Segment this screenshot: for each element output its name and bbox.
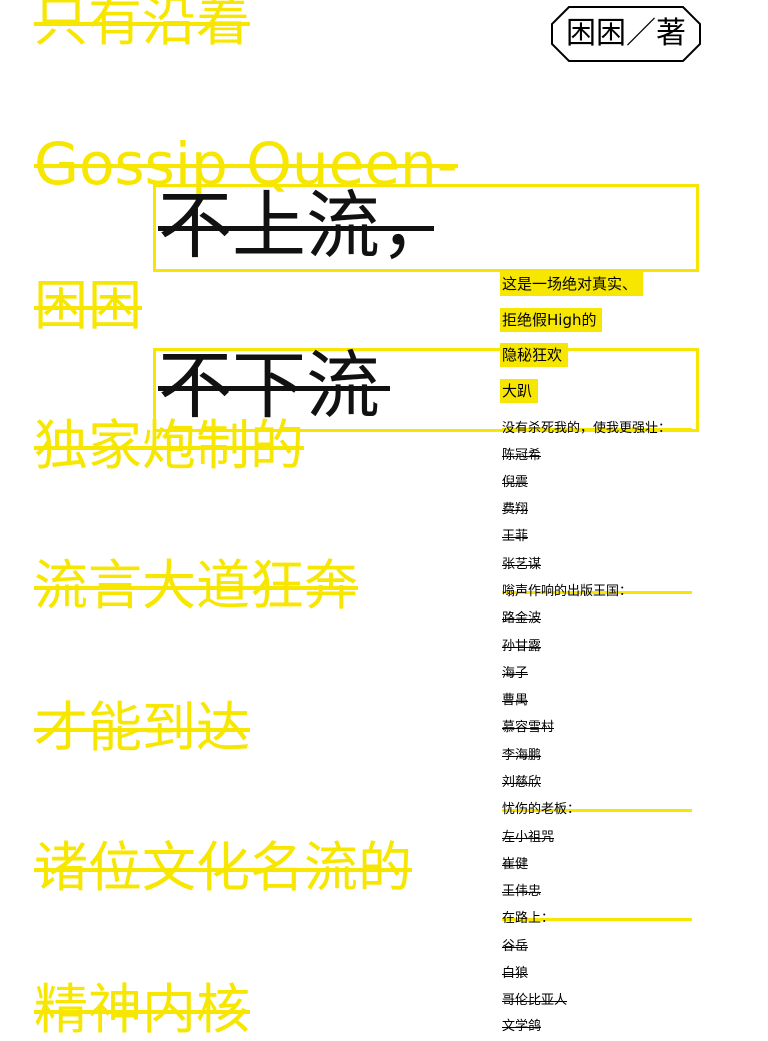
strike-line bbox=[502, 947, 529, 948]
name-text: 白狼 bbox=[502, 966, 529, 981]
phrase-text: 诸位文化名流的 bbox=[34, 836, 412, 899]
name-text: 张艺谋 bbox=[502, 557, 542, 572]
phrase-text: 独家炮制的 bbox=[34, 414, 304, 477]
name-text: 李海鹏 bbox=[502, 748, 542, 763]
strike-line bbox=[34, 586, 358, 590]
strike-line bbox=[502, 783, 542, 784]
strike-line bbox=[502, 647, 542, 648]
strike-line bbox=[34, 868, 412, 872]
strike-line bbox=[502, 1027, 542, 1028]
name-item: 张艺谋 bbox=[502, 556, 542, 574]
section-heading: 嗡声作响的出版王国： bbox=[502, 583, 692, 601]
name-text: 崔健 bbox=[502, 857, 529, 872]
title-frame-bottom bbox=[153, 348, 699, 432]
name-text: 谷岳 bbox=[502, 939, 529, 954]
strike-line bbox=[502, 537, 529, 538]
strike-line bbox=[502, 756, 542, 757]
name-item: 白狼 bbox=[502, 965, 529, 983]
phrase-1: 只有沿着 bbox=[34, 0, 250, 52]
section-heading: 忧伤的老板： bbox=[502, 801, 692, 819]
strike-line bbox=[502, 1001, 568, 1002]
strike-line bbox=[502, 892, 542, 893]
phrase-6: 才能到达 bbox=[34, 698, 250, 758]
name-item: 海子 bbox=[502, 665, 529, 683]
title-line-1: 不上流， bbox=[158, 186, 454, 266]
phrase-text: 困困 bbox=[34, 274, 142, 337]
strike-line bbox=[502, 838, 555, 839]
name-text: 路金波 bbox=[502, 611, 542, 626]
tagline-line-3: 隐秘狂欢 bbox=[500, 343, 569, 367]
name-text: 哥伦比亚人 bbox=[502, 993, 568, 1008]
name-text: 慕容雪村 bbox=[502, 720, 555, 735]
phrase-text: 才能到达 bbox=[34, 696, 250, 759]
strike-line bbox=[34, 728, 250, 732]
name-item: 王伟忠 bbox=[502, 883, 542, 901]
name-text: 王菲 bbox=[502, 529, 529, 544]
name-item: 文学鸽 bbox=[502, 1018, 542, 1036]
name-item: 费翔 bbox=[502, 501, 529, 519]
phrase-text: 只有沿着 bbox=[34, 0, 250, 53]
badge-octagon-icon bbox=[551, 6, 701, 62]
name-text: 费翔 bbox=[502, 502, 529, 517]
strike-line bbox=[502, 674, 529, 675]
phrase-7: 诸位文化名流的 bbox=[34, 838, 412, 898]
name-item: 孙甘露 bbox=[502, 638, 542, 656]
name-item: 倪震 bbox=[502, 474, 529, 492]
strike-line bbox=[34, 22, 250, 26]
strike-line bbox=[34, 446, 304, 450]
strike-line bbox=[502, 865, 529, 866]
strike-line bbox=[502, 728, 555, 729]
name-text: 曹禺 bbox=[502, 693, 529, 708]
name-text: 孙甘露 bbox=[502, 639, 542, 654]
strike-line bbox=[502, 483, 529, 484]
strike-line bbox=[158, 226, 434, 231]
section-heading: 在路上： bbox=[502, 910, 692, 928]
strike-line bbox=[502, 619, 542, 620]
author-text: 困困／著 bbox=[566, 16, 686, 51]
strike-line bbox=[502, 565, 542, 566]
name-text: 海子 bbox=[502, 666, 529, 681]
strike-line bbox=[502, 510, 529, 511]
name-text: 陈冠希 bbox=[502, 448, 542, 463]
name-item: 王菲 bbox=[502, 528, 529, 546]
name-item: 路金波 bbox=[502, 610, 542, 628]
strike-line bbox=[502, 974, 529, 975]
section-heading-text: 忧伤的老板： bbox=[502, 802, 581, 817]
name-item: 慕容雪村 bbox=[502, 719, 555, 737]
name-item: 曹禺 bbox=[502, 692, 529, 710]
name-item: 左小祖咒 bbox=[502, 829, 555, 847]
phrase-text: 流言大道狂奔 bbox=[34, 554, 358, 617]
title-line-2: 不下流 bbox=[158, 346, 390, 426]
name-item: 崔健 bbox=[502, 856, 529, 874]
strike-line bbox=[34, 164, 458, 168]
name-item: 谷岳 bbox=[502, 938, 529, 956]
author-badge: 困困／著 bbox=[551, 6, 701, 62]
tagline-line-4: 大趴 bbox=[500, 379, 539, 403]
strike-line bbox=[34, 1010, 250, 1014]
phrase-8: 精神内核 bbox=[34, 980, 250, 1040]
strike-line bbox=[34, 306, 142, 310]
name-text: 刘慈欣 bbox=[502, 775, 542, 790]
title-frame-top bbox=[153, 184, 699, 272]
name-text: 王伟忠 bbox=[502, 884, 542, 899]
phrase-5: 流言大道狂奔 bbox=[34, 556, 358, 616]
section-heading-text: 没有杀死我的，使我更强壮： bbox=[502, 421, 672, 436]
name-text: 倪震 bbox=[502, 475, 529, 490]
strike-line bbox=[158, 386, 390, 391]
phrase-3: 困困 bbox=[34, 276, 142, 336]
name-item: 陈冠希 bbox=[502, 447, 542, 465]
section-heading-text: 嗡声作响的出版王国： bbox=[502, 584, 633, 599]
name-text: 左小祖咒 bbox=[502, 830, 555, 845]
phrase-4: 独家炮制的 bbox=[34, 416, 304, 476]
section-heading: 没有杀死我的，使我更强壮： bbox=[502, 420, 692, 438]
strike-line bbox=[502, 701, 529, 702]
name-item: 哥伦比亚人 bbox=[502, 992, 568, 1010]
tagline-line-2: 拒绝假High的 bbox=[500, 308, 603, 332]
section-heading-text: 在路上： bbox=[502, 911, 555, 926]
name-item: 李海鹏 bbox=[502, 747, 542, 765]
tagline-line-1: 这是一场绝对真实、 bbox=[500, 272, 644, 296]
name-item: 刘慈欣 bbox=[502, 774, 542, 792]
strike-line bbox=[502, 456, 542, 457]
